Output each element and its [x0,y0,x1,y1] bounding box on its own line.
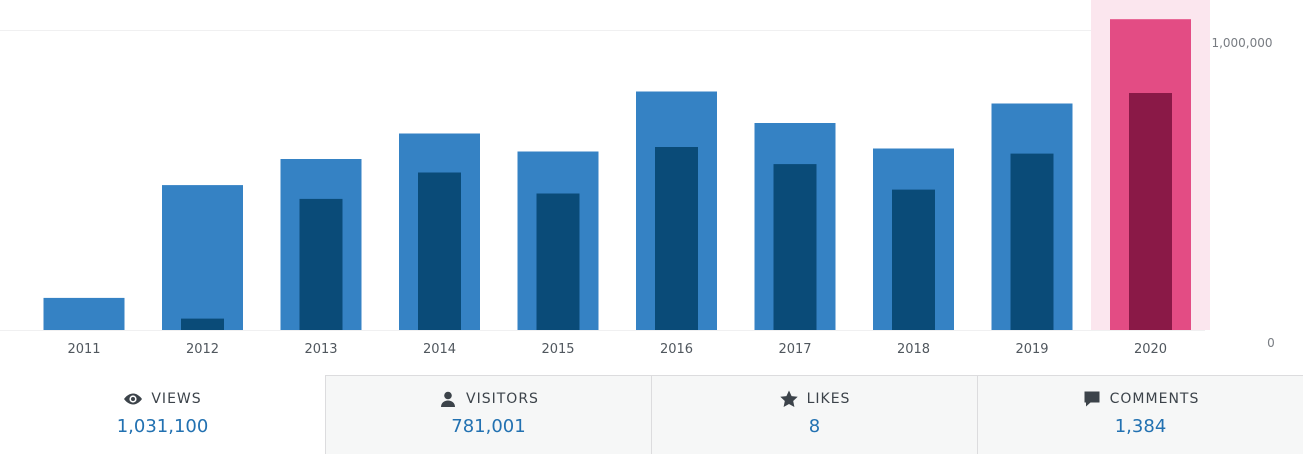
star-icon [779,390,798,407]
x-tick-label: 2013 [304,342,337,357]
views-label: Views [151,391,202,407]
visitors-label: Visitors [466,391,539,407]
x-tick-label: 2020 [1134,342,1167,357]
views-bar-2011[interactable] [43,297,125,330]
visitors-bar-2020[interactable] [1129,93,1172,330]
tab-views[interactable]: Views 1,031,100 [0,375,325,454]
y-tick-label-zero: 0 [1267,336,1275,350]
views-value: 1,031,100 [116,416,209,437]
comments-value: 1,384 [1114,416,1167,437]
visitors-bar-2018[interactable] [892,189,935,330]
stats-tabs: Views 1,031,100 Visitors 781,001 Likes 8… [0,375,1303,454]
y-tick-label-max: 1,000,000 [1211,36,1272,50]
x-tick-label: 2015 [541,342,574,357]
tab-comments[interactable]: Comments 1,384 [977,375,1303,454]
chart-area: 2011 2012 2013 2014 2015 2016 2017 2018 2019 2020… [0,0,1275,357]
x-tick-label: 2018 [897,342,930,357]
likes-label: Likes [806,391,851,407]
x-tick-label: 2016 [660,342,693,357]
x-tick-label: 2014 [423,342,456,357]
x-tick-label: 2012 [186,342,219,357]
views-bar-chart: 2011 2012 2013 2014 2015 2016 2017 2018 2019 2020… [0,0,1275,357]
visitors-bar-2019[interactable] [1010,153,1054,330]
visitors-value: 781,001 [451,416,526,437]
eye-icon [124,393,143,405]
tab-likes[interactable]: Likes 8 [651,375,977,454]
comment-icon [1084,391,1100,407]
views-bar-2012[interactable] [162,185,243,330]
tab-visitors[interactable]: Visitors 781,001 [325,375,651,454]
visitors-bar-2015[interactable] [536,193,580,331]
person-icon [441,391,456,407]
comments-label: Comments [1109,391,1200,407]
visitors-bar-2016[interactable] [655,147,698,330]
visitors-bar-2013[interactable] [299,198,343,330]
x-tick-label: 2017 [778,342,811,357]
visitors-bar-2017[interactable] [773,164,817,330]
visitors-bar-2012[interactable] [181,318,224,330]
x-tick-label: 2019 [1015,342,1048,357]
x-tick-label: 2011 [67,342,100,357]
likes-value: 8 [808,416,821,437]
visitors-bar-2014[interactable] [418,172,461,331]
